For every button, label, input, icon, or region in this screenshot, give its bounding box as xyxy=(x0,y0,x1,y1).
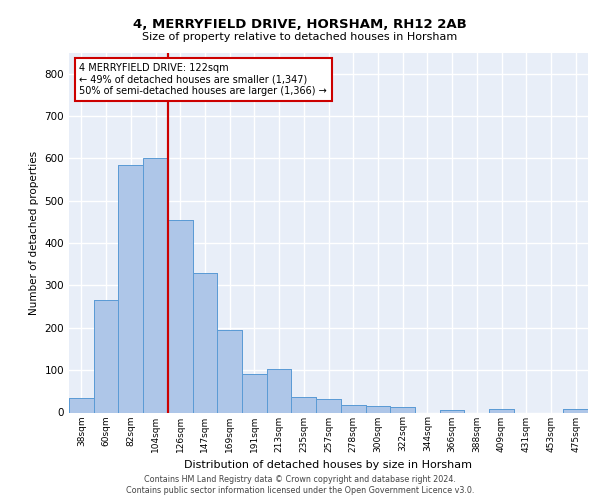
Bar xyxy=(341,406,365,412)
Bar xyxy=(94,300,118,412)
Text: Size of property relative to detached houses in Horsham: Size of property relative to detached ho… xyxy=(142,32,458,42)
X-axis label: Distribution of detached houses by size in Horsham: Distribution of detached houses by size … xyxy=(185,460,473,470)
Bar xyxy=(316,399,341,412)
Bar xyxy=(94,300,118,412)
Bar xyxy=(143,158,168,412)
Bar xyxy=(217,330,242,412)
Bar xyxy=(69,398,94,412)
Bar xyxy=(563,409,588,412)
Text: Contains HM Land Registry data © Crown copyright and database right 2024.: Contains HM Land Registry data © Crown c… xyxy=(144,475,456,484)
Bar xyxy=(292,398,316,412)
Bar xyxy=(390,408,415,412)
Bar xyxy=(365,406,390,412)
Y-axis label: Number of detached properties: Number of detached properties xyxy=(29,150,39,314)
Bar xyxy=(440,410,464,412)
Bar xyxy=(365,406,390,412)
Bar xyxy=(118,164,143,412)
Bar xyxy=(143,158,168,412)
Bar xyxy=(489,409,514,412)
Bar xyxy=(193,272,217,412)
Text: 4, MERRYFIELD DRIVE, HORSHAM, RH12 2AB: 4, MERRYFIELD DRIVE, HORSHAM, RH12 2AB xyxy=(133,18,467,30)
Bar xyxy=(168,220,193,412)
Bar xyxy=(267,369,292,412)
Bar xyxy=(168,220,193,412)
Bar xyxy=(489,409,514,412)
Bar xyxy=(193,272,217,412)
Bar xyxy=(292,398,316,412)
Bar xyxy=(390,408,415,412)
Bar xyxy=(217,330,242,412)
Bar xyxy=(118,164,143,412)
Bar xyxy=(341,406,365,412)
Bar xyxy=(316,399,341,412)
Bar xyxy=(267,369,292,412)
Bar xyxy=(242,374,267,412)
Bar xyxy=(69,398,94,412)
Bar xyxy=(242,374,267,412)
Text: 4 MERRYFIELD DRIVE: 122sqm
← 49% of detached houses are smaller (1,347)
50% of s: 4 MERRYFIELD DRIVE: 122sqm ← 49% of deta… xyxy=(79,64,327,96)
Bar xyxy=(563,409,588,412)
Bar xyxy=(440,410,464,412)
Text: Contains public sector information licensed under the Open Government Licence v3: Contains public sector information licen… xyxy=(126,486,474,495)
